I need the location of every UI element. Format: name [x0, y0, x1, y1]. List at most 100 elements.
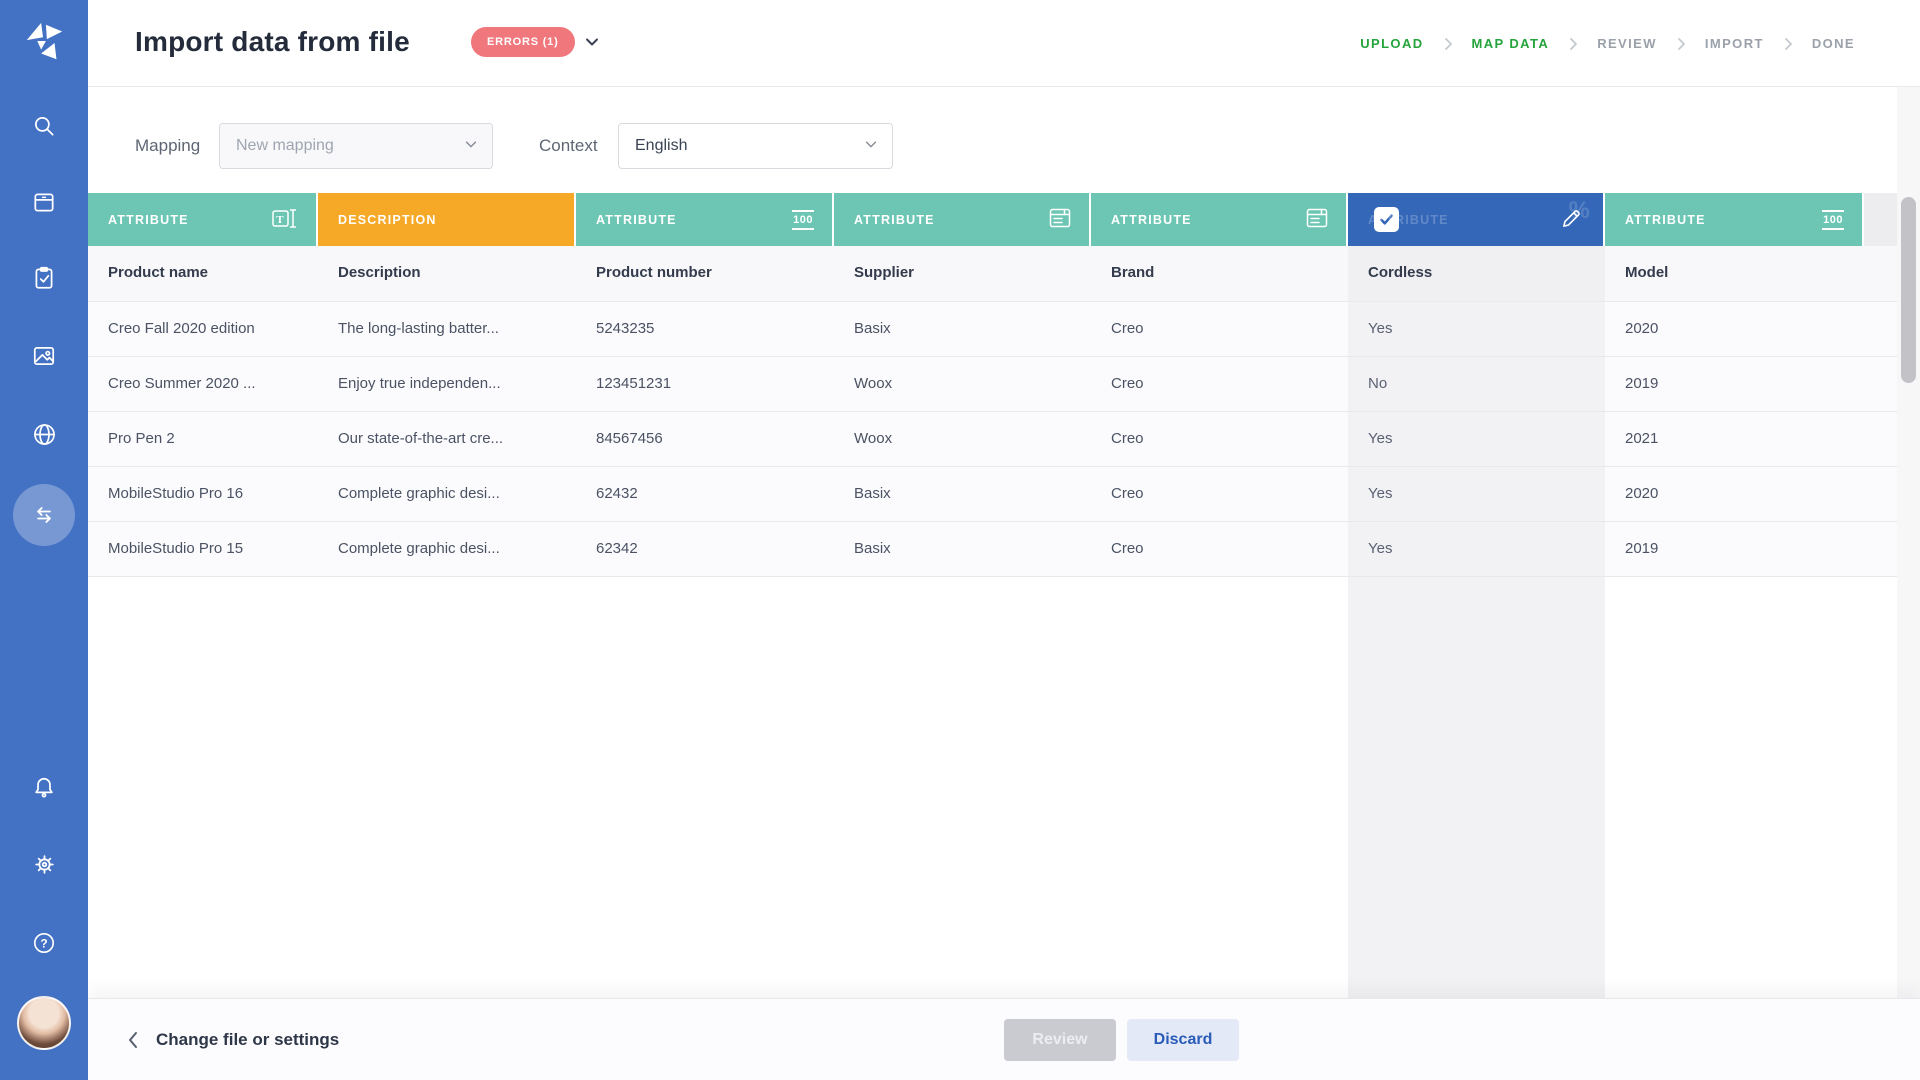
cell-product-number: 62342 [596, 540, 638, 557]
table-row: MobileStudio Pro 15 Complete graphic desi… [88, 522, 1897, 577]
percent-icon: % [1568, 197, 1591, 224]
help-icon[interactable]: ? [0, 915, 88, 971]
globe-icon[interactable] [0, 406, 88, 462]
chevron-down-icon [864, 137, 878, 156]
cell-supplier: Woox [854, 430, 893, 447]
active-item-highlight [13, 484, 75, 546]
checkbox-icon[interactable] [1374, 207, 1399, 232]
cell-cordless: Yes [1348, 302, 1605, 356]
cell-supplier: Woox [854, 375, 893, 392]
cell-model: 2020 [1625, 485, 1659, 502]
svg-text:T: T [276, 214, 285, 226]
empty-cell [1864, 302, 1897, 356]
search-icon[interactable] [0, 98, 88, 154]
cell-supplier: Basix [854, 320, 891, 337]
cell-description: Our state-of-the-art cre... [338, 430, 504, 447]
mapping-toolbar: Mapping New mapping Context English [88, 87, 1920, 193]
column-header-description[interactable]: DESCRIPTION [318, 193, 576, 246]
svg-text:?: ? [40, 936, 47, 950]
list-icon [1306, 208, 1328, 231]
column-header-brand[interactable]: ATTRIBUTE [1091, 193, 1348, 246]
mapping-table: ATTRIBUTE T DESCRIPTION ATTRIBUTE 100 [88, 193, 1902, 577]
cell-product-number: 84567456 [596, 430, 663, 447]
field-product-name: Product name [108, 264, 209, 281]
field-name-row: Product name Description Product number … [88, 246, 1897, 302]
empty-cell [1864, 412, 1897, 466]
app-logo [0, 14, 88, 70]
bell-icon[interactable] [0, 760, 88, 816]
step-map-data[interactable]: MAP DATA [1471, 36, 1550, 51]
list-icon [1049, 208, 1071, 231]
step-done[interactable]: DONE [1811, 36, 1855, 51]
table-body: Creo Fall 2020 edition The long-lasting b… [88, 302, 1897, 577]
errors-chevron-down-icon[interactable] [584, 34, 600, 55]
chevron-down-icon [464, 137, 478, 156]
empty-cell [1864, 522, 1897, 576]
column-header-cordless-selected[interactable]: ATTRIBUTE % [1348, 193, 1605, 246]
context-select-value: English [635, 137, 688, 154]
empty-cell [1864, 246, 1897, 301]
discard-button[interactable]: Discard [1127, 1019, 1239, 1061]
cell-cordless: Yes [1348, 467, 1605, 521]
selected-column-strip [1348, 577, 1605, 998]
cell-brand: Creo [1111, 485, 1144, 502]
vertical-scrollbar-thumb[interactable] [1901, 197, 1916, 383]
number-100-icon: 100 [792, 209, 814, 230]
cell-brand: Creo [1111, 320, 1144, 337]
column-header-model[interactable]: ATTRIBUTE 100 [1605, 193, 1864, 246]
cell-model: 2019 [1625, 540, 1659, 557]
table-row: MobileStudio Pro 16 Complete graphic desi… [88, 467, 1897, 522]
empty-cell [1864, 467, 1897, 521]
cell-description: The long-lasting batter... [338, 320, 499, 337]
cell-product-name: Creo Summer 2020 ... [108, 375, 256, 392]
products-box-icon[interactable] [0, 174, 88, 230]
field-cordless: Cordless [1348, 246, 1605, 301]
context-select[interactable]: English [618, 123, 893, 169]
table-row: Creo Fall 2020 edition The long-lasting b… [88, 302, 1897, 357]
tasks-clipboard-icon[interactable] [0, 250, 88, 306]
chevron-left-icon [126, 1030, 140, 1050]
cell-cordless: Yes [1348, 412, 1605, 466]
column-header-supplier[interactable]: ATTRIBUTE [834, 193, 1091, 246]
cell-brand: Creo [1111, 540, 1144, 557]
cell-brand: Creo [1111, 430, 1144, 447]
table-row: Creo Summer 2020 ... Enjoy true independe… [88, 357, 1897, 412]
cell-product-name: MobileStudio Pro 15 [108, 540, 244, 557]
field-product-number: Product number [596, 264, 712, 281]
cell-product-name: Creo Fall 2020 edition [108, 320, 255, 337]
cell-product-number: 123451231 [596, 375, 672, 392]
main-area: Import data from file ERRORS (1) UPLOAD … [88, 0, 1920, 1080]
page-title: Import data from file [135, 26, 410, 57]
cell-product-name: MobileStudio Pro 16 [108, 485, 244, 502]
field-brand: Brand [1111, 264, 1155, 281]
cell-model: 2021 [1625, 430, 1659, 447]
cell-supplier: Basix [854, 540, 891, 557]
chevron-right-icon [1675, 37, 1687, 51]
cell-product-name: Pro Pen 2 [108, 430, 175, 447]
column-header-product-name[interactable]: ATTRIBUTE T [88, 193, 318, 246]
media-image-icon[interactable] [0, 328, 88, 384]
review-button[interactable]: Review [1004, 1019, 1116, 1061]
mapping-select[interactable]: New mapping [219, 123, 493, 169]
vertical-scrollbar-track [1897, 87, 1920, 998]
table-row: Pro Pen 2 Our state-of-the-art cre... 8456… [88, 412, 1897, 467]
step-upload[interactable]: UPLOAD [1360, 36, 1424, 51]
errors-badge[interactable]: ERRORS (1) [471, 27, 575, 57]
mapping-label: Mapping [135, 136, 201, 155]
footer-bar: Change file or settings Review Discard [88, 998, 1920, 1080]
gear-icon[interactable] [0, 836, 88, 892]
field-description: Description [338, 264, 421, 281]
unmapped-column-stub [1864, 193, 1902, 246]
user-avatar[interactable] [17, 996, 71, 1050]
step-import[interactable]: IMPORT [1704, 36, 1764, 51]
number-100-icon: 100 [1822, 209, 1844, 230]
step-review[interactable]: REVIEW [1597, 36, 1657, 51]
change-file-or-settings-link[interactable]: Change file or settings [126, 999, 339, 1080]
import-export-arrows-icon[interactable] [0, 487, 88, 543]
cell-description: Complete graphic desi... [338, 485, 500, 502]
cell-cordless: Yes [1348, 522, 1605, 576]
chevron-right-icon [1782, 37, 1794, 51]
column-header-product-number[interactable]: ATTRIBUTE 100 [576, 193, 834, 246]
pencil-icon[interactable] [1559, 205, 1585, 234]
